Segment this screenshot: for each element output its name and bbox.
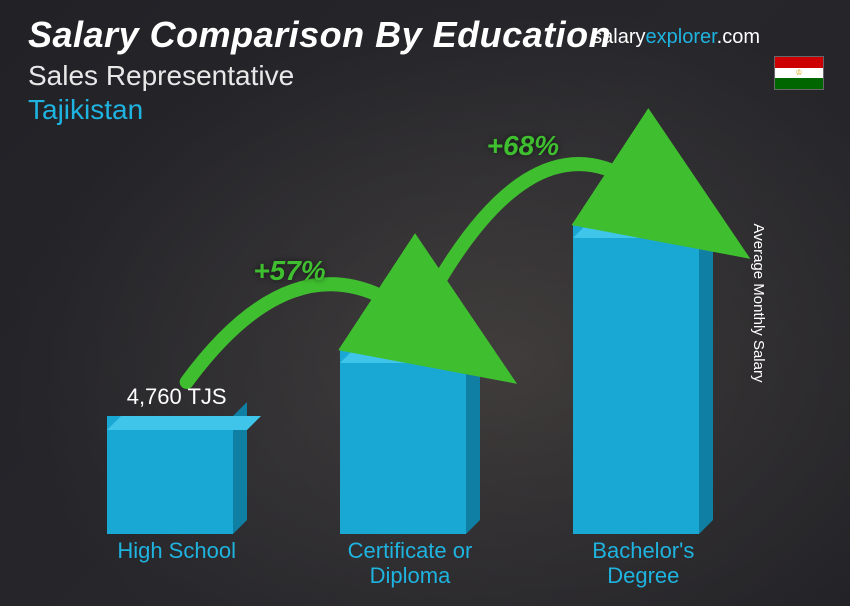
increase-label: +57% <box>253 255 325 287</box>
bar-label: Certificate or Diploma <box>320 538 500 594</box>
subtitle-country: Tajikistan <box>28 94 611 126</box>
bar-group: 7,470 TJS <box>320 317 500 534</box>
bar-group: 12,500 TJS <box>553 192 733 534</box>
site-brand: salaryexplorer.com <box>592 26 760 49</box>
bar-labels: High School Certificate or Diploma Bachelo… <box>60 538 760 594</box>
bar-value: 12,500 TJS <box>587 192 699 218</box>
bar <box>107 416 247 534</box>
site-text-accent: explorer <box>646 26 717 48</box>
country-flag-icon: ♔ <box>774 56 824 90</box>
bar <box>573 224 713 534</box>
site-text-suffix: .com <box>717 26 760 48</box>
bar-label: High School <box>87 538 267 594</box>
bar-label: Bachelor's Degree <box>553 538 733 594</box>
bar-value: 7,470 TJS <box>360 317 460 343</box>
page-title: Salary Comparison By Education <box>28 14 611 56</box>
bar-value: 4,760 TJS <box>127 384 227 410</box>
bar-group: 4,760 TJS <box>87 384 267 534</box>
increase-label: +68% <box>487 130 559 162</box>
header: Salary Comparison By Education Sales Rep… <box>28 14 611 126</box>
site-text-plain: salary <box>592 26 645 48</box>
bar-chart: 4,760 TJS 7,470 TJS 12,500 TJS <box>60 154 760 534</box>
bar <box>340 349 480 534</box>
subtitle-role: Sales Representative <box>28 60 611 92</box>
